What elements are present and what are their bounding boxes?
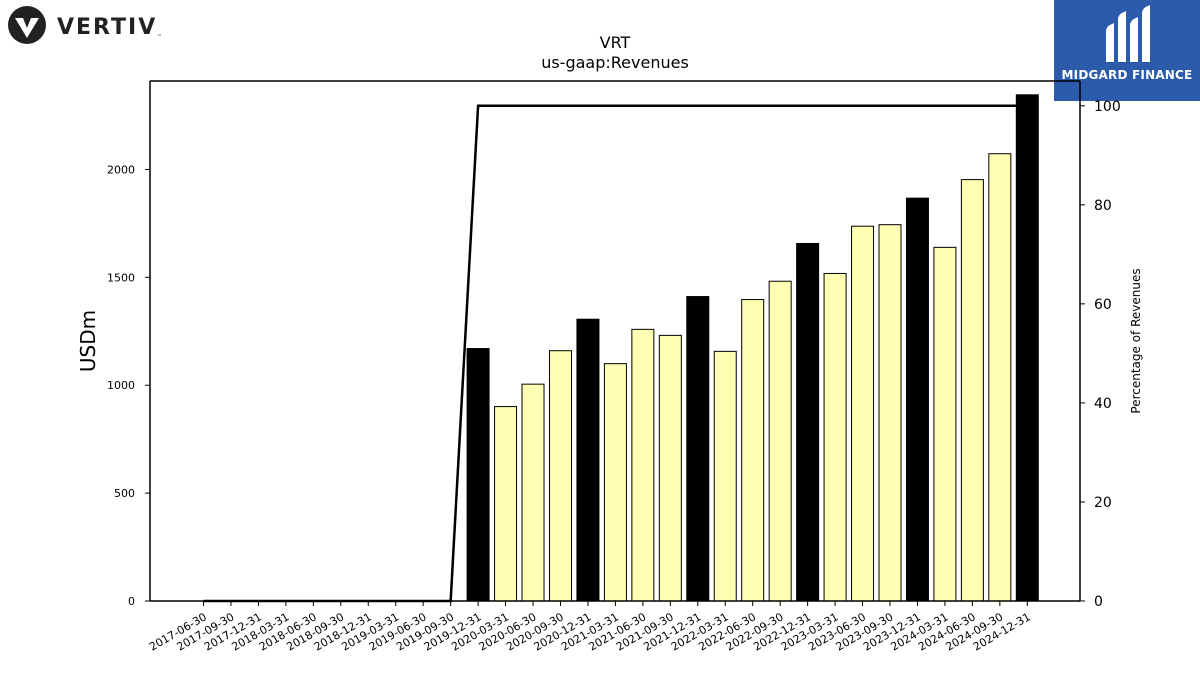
y-axis-label: USDm: [76, 310, 100, 372]
midgard-finance-badge: MIDGARD FINANCE: [1054, 0, 1200, 101]
y2-tick-label: 20: [1094, 495, 1112, 511]
revenue-bar: [603, 363, 627, 602]
y2-tick-label: 80: [1094, 198, 1112, 214]
y-tick-label: 1000: [107, 379, 135, 392]
revenue-bar: [933, 246, 957, 602]
bars-group: [466, 94, 1039, 602]
revenue-bar: [548, 350, 572, 602]
revenue-bar: [576, 318, 600, 602]
y2-tick-label: 60: [1094, 297, 1112, 313]
revenue-bar: [823, 272, 847, 602]
revenue-bar: [851, 225, 875, 602]
vertiv-logo-icon: [8, 6, 46, 44]
revenue-bar: [713, 350, 737, 602]
chart-title: VRT: [600, 33, 631, 52]
revenue-bar: [988, 153, 1012, 602]
revenue-bar: [878, 224, 902, 602]
y-tick-label: 500: [114, 487, 135, 500]
revenue-bar: [466, 348, 490, 602]
vertiv-logo-tm: ™: [157, 34, 162, 40]
midgard-finance-label: MIDGARD FINANCE: [1061, 68, 1193, 82]
y2-tick-label: 0: [1094, 594, 1103, 610]
chart-subtitle: us-gaap:Revenues: [541, 53, 689, 72]
revenue-bar: [686, 296, 710, 602]
revenue-bar: [960, 179, 984, 602]
y2-axis-label: Percentage of Revenues: [1129, 268, 1143, 413]
vertiv-logo: VERTIV ™: [8, 6, 162, 44]
revenue-bar: [768, 280, 792, 602]
revenue-bar: [494, 406, 518, 602]
revenue-bar: [1015, 94, 1039, 602]
revenue-bar: [631, 328, 655, 602]
vertiv-logo-text: VERTIV: [57, 15, 157, 40]
revenue-bar: [658, 334, 682, 602]
revenue-bar: [741, 299, 765, 602]
y2-tick-label: 40: [1094, 396, 1112, 412]
revenue-bar: [905, 197, 929, 602]
y-tick-label: 1500: [107, 271, 135, 284]
revenue-bar: [521, 383, 545, 602]
y2-tick-label: 100: [1094, 99, 1121, 115]
vertiv-logo-check: [15, 18, 39, 38]
y-tick-label: 2000: [107, 163, 135, 176]
midgard-logo-icon: [1106, 5, 1150, 62]
y-tick-label: 0: [128, 595, 135, 608]
revenue-bar: [796, 242, 820, 602]
